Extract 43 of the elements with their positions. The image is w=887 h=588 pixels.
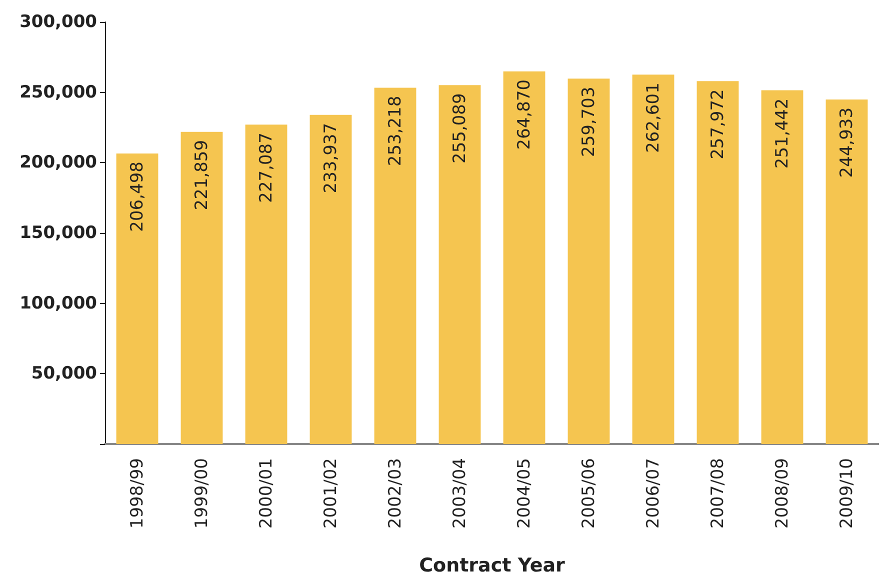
- bar: [116, 154, 158, 444]
- data-label: 259,703: [578, 86, 599, 157]
- x-tick-label: 2005/06: [578, 458, 599, 529]
- bar: [826, 99, 868, 444]
- data-label: 251,442: [772, 98, 792, 169]
- y-tick-label: 250,000: [20, 82, 98, 102]
- data-label: 262,601: [643, 82, 664, 153]
- x-tick-label: 2004/05: [514, 458, 534, 529]
- data-label: 206,498: [127, 162, 148, 232]
- data-label: 221,859: [192, 140, 212, 210]
- x-tick-label: 2009/10: [836, 458, 857, 529]
- bar: [632, 74, 674, 444]
- data-label: 253,218: [385, 96, 406, 166]
- data-label: 233,937: [320, 122, 341, 194]
- y-tick-label: 50,000: [31, 364, 98, 384]
- y-tick-label: 300,000: [20, 12, 98, 32]
- bar: [568, 78, 610, 444]
- y-tick-label: 100,000: [20, 293, 98, 314]
- x-tick-label: 2006/07: [643, 458, 664, 529]
- x-tick-label: 2001/02: [320, 458, 341, 529]
- bar: [245, 124, 288, 444]
- data-label: 264,870: [514, 79, 534, 150]
- x-axis-title: Contract Year: [419, 554, 566, 576]
- data-label: 257,972: [708, 89, 728, 160]
- data-label: 244,933: [836, 107, 857, 178]
- bar: [696, 81, 739, 444]
- bar: [503, 71, 546, 444]
- bar: [374, 88, 416, 444]
- bar: [180, 132, 223, 444]
- data-label: 255,089: [450, 93, 470, 164]
- x-tick-label: 2002/03: [385, 458, 406, 529]
- y-tick-label: 200,000: [20, 152, 98, 173]
- x-tick-label: 2008/09: [772, 458, 792, 529]
- x-tick-label: 1998/99: [127, 458, 148, 529]
- bar: [761, 90, 804, 444]
- bar: [438, 85, 481, 444]
- bar: [310, 114, 352, 444]
- x-tick-label: 2000/01: [256, 458, 276, 529]
- y-tick-label: 150,000: [20, 223, 98, 243]
- x-tick-label: 2003/04: [450, 458, 470, 529]
- x-tick-label: 1999/00: [192, 458, 212, 529]
- x-tick-label: 2007/08: [708, 458, 728, 529]
- data-label: 227,087: [256, 132, 276, 203]
